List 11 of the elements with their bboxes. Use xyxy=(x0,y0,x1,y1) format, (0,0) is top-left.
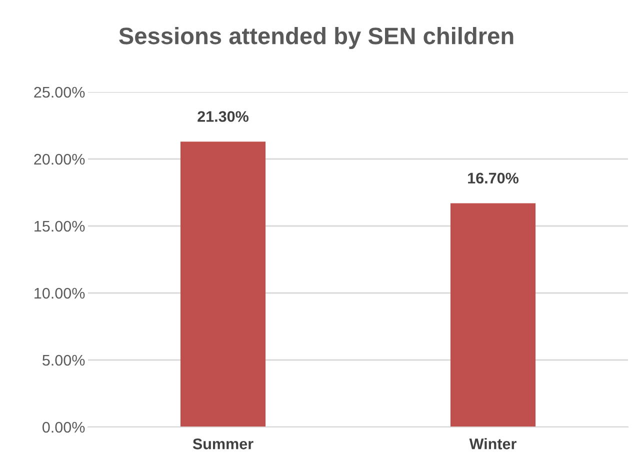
y-tick-label: 0.00% xyxy=(42,422,85,433)
y-tick-label: 15.00% xyxy=(34,220,85,232)
data-label: 21.30% xyxy=(198,111,249,122)
chart-title: Sessions attended by SEN children xyxy=(119,26,514,50)
y-tick-label: 10.00% xyxy=(34,288,85,299)
y-tick-label: 5.00% xyxy=(42,354,85,366)
y-tick-label: 20.00% xyxy=(34,154,85,165)
data-label: 16.70% xyxy=(468,172,519,184)
x-tick-label: Summer xyxy=(192,438,254,450)
x-tick-label: Winter xyxy=(469,438,516,450)
y-tick-label: 25.00% xyxy=(34,86,85,98)
